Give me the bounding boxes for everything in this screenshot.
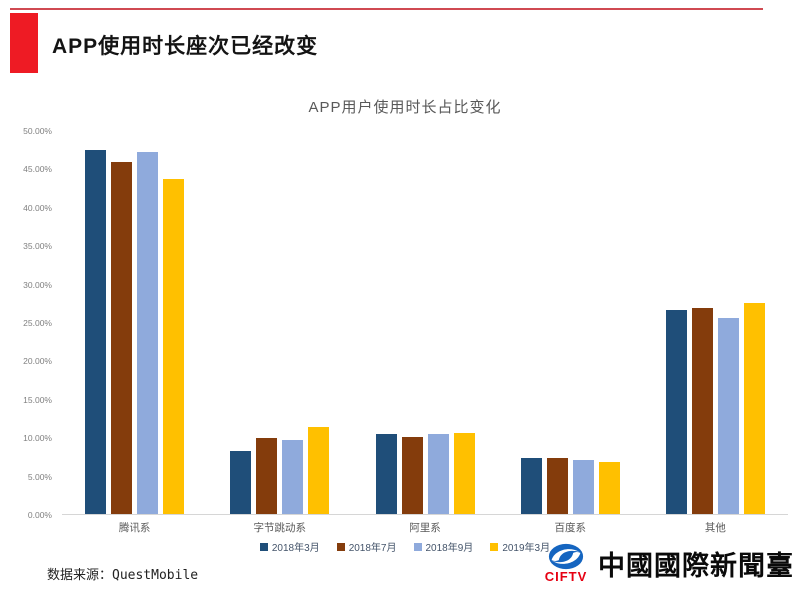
y-axis-tick: 40.00% [23, 202, 52, 213]
y-axis-tick: 15.00% [23, 394, 52, 405]
bar-2019年3月-腾讯系 [163, 178, 185, 514]
bar-group: 其他 [643, 131, 788, 534]
logo-mark: CIFTV [534, 543, 598, 584]
legend: 2018年3月 2018年7月 2018年9月 2019年3月 [60, 539, 750, 554]
legend-label: 2019年3月 [502, 543, 551, 554]
bar-cluster [352, 131, 497, 514]
x-axis-label: 腾讯系 [118, 522, 151, 534]
bar-2018年9月-腾讯系 [137, 151, 159, 514]
bar-2018年9月-字节跳动系 [282, 439, 304, 514]
bar-2018年9月-百度系 [572, 460, 594, 514]
bar-2019年3月-百度系 [598, 461, 620, 514]
y-axis-tick: 25.00% [23, 318, 52, 328]
bar-2019年3月-字节跳动系 [308, 427, 330, 514]
bar-group: 字节跳动系 [207, 131, 352, 534]
bar-2018年7月-百度系 [546, 458, 568, 514]
legend-swatch-icon [413, 542, 422, 551]
legend-swatch-icon [259, 542, 268, 551]
y-axis-tick: 20.00% [23, 356, 52, 367]
logo-name: 中國國際新聞臺 [598, 551, 794, 581]
bar-2018年3月-字节跳动系 [230, 451, 252, 514]
bar-chart: 50.00% 45.00% 40.00% 35.00% 30.00% 25.00% 20.0… [16, 126, 790, 534]
bar-group: 阿里系 [352, 131, 497, 534]
swirl-globe-icon [548, 543, 584, 570]
bar-group: 百度系 [498, 131, 643, 534]
x-axis-label: 百度系 [554, 522, 586, 534]
bar-2018年3月-百度系 [520, 458, 542, 514]
bar-2018年7月-其他 [691, 307, 713, 514]
x-axis-label: 字节跳动系 [253, 522, 307, 534]
legend-label: 2018年9月 [425, 543, 474, 554]
legend-item: 2018年9月 [413, 539, 474, 554]
plot-area: 腾讯系 字节跳动系 阿里系 百度系 其他 [62, 131, 788, 534]
bar-cluster [498, 131, 643, 514]
y-axis-tick: 30.00% [23, 279, 52, 290]
chart-title: APP用户使用时长占比变化 [308, 99, 502, 116]
legend-label: 2018年7月 [348, 543, 397, 554]
legend-item: 2018年3月 [259, 539, 320, 554]
legend-swatch-icon [490, 542, 499, 551]
legend-swatch-icon [336, 542, 345, 551]
y-axis-tick: 0.00% [27, 510, 52, 520]
legend-item: 2019年3月 [490, 539, 550, 554]
bar-group: 腾讯系 [62, 131, 207, 534]
legend-label: 2018年3月 [271, 543, 320, 554]
bar-2018年3月-其他 [665, 310, 687, 514]
bar-2018年7月-字节跳动系 [256, 438, 278, 514]
logo-abbr: CIFTV [544, 569, 588, 584]
header-accent-line [10, 8, 763, 10]
bar-2019年3月-阿里系 [453, 432, 475, 514]
bar-cluster [62, 131, 207, 514]
bar-2018年9月-阿里系 [427, 434, 449, 514]
bar-cluster [643, 131, 788, 514]
bar-2018年7月-腾讯系 [111, 162, 133, 514]
bar-cluster [207, 131, 352, 514]
bar-2019年3月-其他 [743, 303, 765, 514]
bar-2018年7月-阿里系 [401, 437, 423, 514]
x-axis-label: 阿里系 [409, 522, 441, 534]
y-axis-tick: 10.00% [23, 433, 52, 444]
channel-logo: CIFTV 中國國際新聞臺 [534, 543, 794, 584]
bar-2018年3月-腾讯系 [85, 150, 107, 514]
legend-item: 2018年7月 [336, 539, 397, 554]
y-axis-tick: 50.00% [23, 126, 52, 136]
header-accent-block [10, 13, 38, 73]
y-axis-tick: 5.00% [27, 471, 52, 482]
data-source-note: 数据来源：QuestMobile [47, 568, 199, 583]
bar-2018年3月-阿里系 [375, 434, 397, 514]
y-axis-tick: 45.00% [23, 164, 52, 175]
y-axis-tick: 35.00% [23, 241, 52, 252]
x-axis-label: 其他 [704, 522, 726, 534]
bar-2018年9月-其他 [717, 317, 739, 514]
page-title: APP使用时长座次已经改变 [52, 35, 319, 58]
y-axis: 50.00% 45.00% 40.00% 35.00% 30.00% 25.00% 20.0… [16, 126, 56, 520]
